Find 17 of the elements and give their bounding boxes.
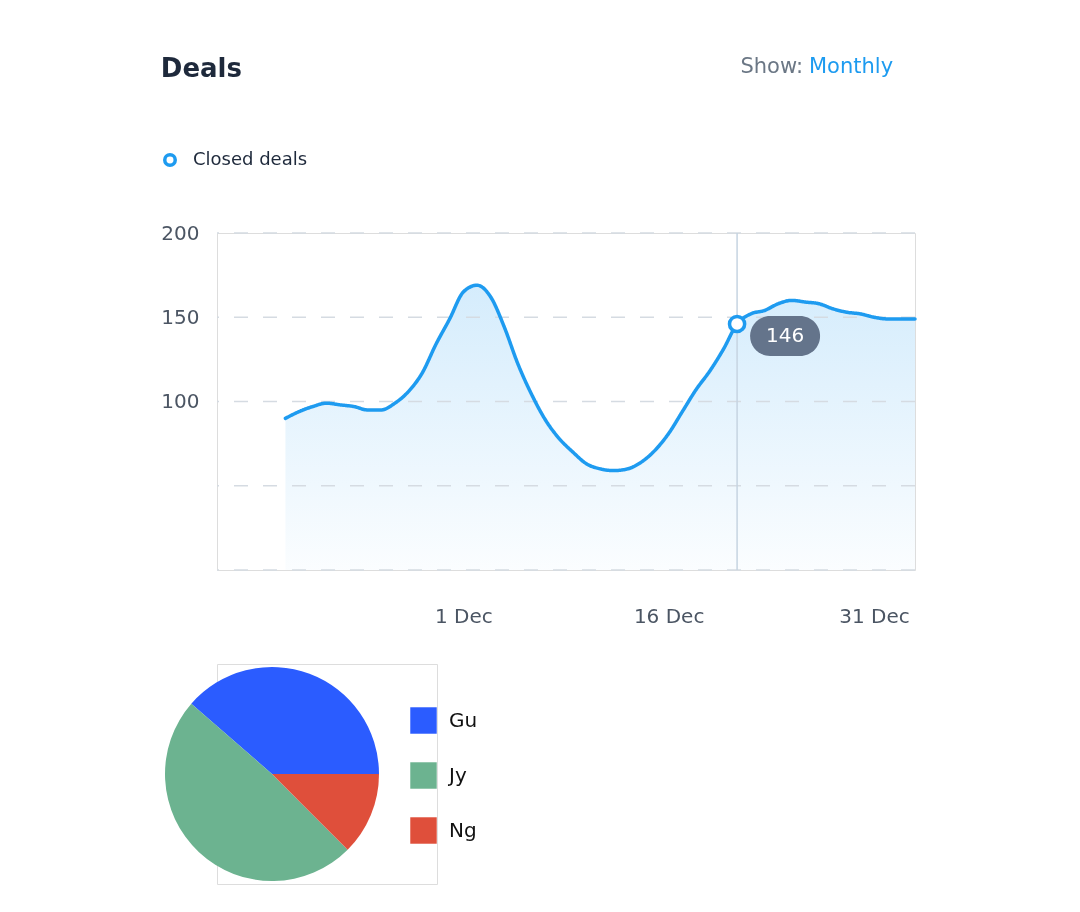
y-tick-label: 100 — [161, 389, 200, 413]
data-label: 146 — [765, 322, 805, 347]
x-tick-label: 1 Dec — [434, 603, 493, 628]
chart-title: Deals — [160, 53, 242, 83]
legend-label: Jy — [447, 762, 467, 787]
legend-label: Closed deals — [193, 148, 308, 169]
x-tick-label: 16 Dec — [633, 603, 705, 628]
legend-label: Gu — [449, 707, 478, 732]
text: Monthly — [809, 54, 894, 78]
text: Show: — [740, 54, 803, 78]
pie-slice — [165, 703, 348, 881]
pie-slice — [272, 774, 379, 850]
legend-label: Ng — [449, 817, 477, 842]
pie-slice — [191, 667, 379, 774]
y-tick-label: 200 — [161, 220, 200, 245]
x-tick-label: 31 Dec — [839, 603, 910, 628]
y-tick-label: 150 — [161, 304, 200, 329]
